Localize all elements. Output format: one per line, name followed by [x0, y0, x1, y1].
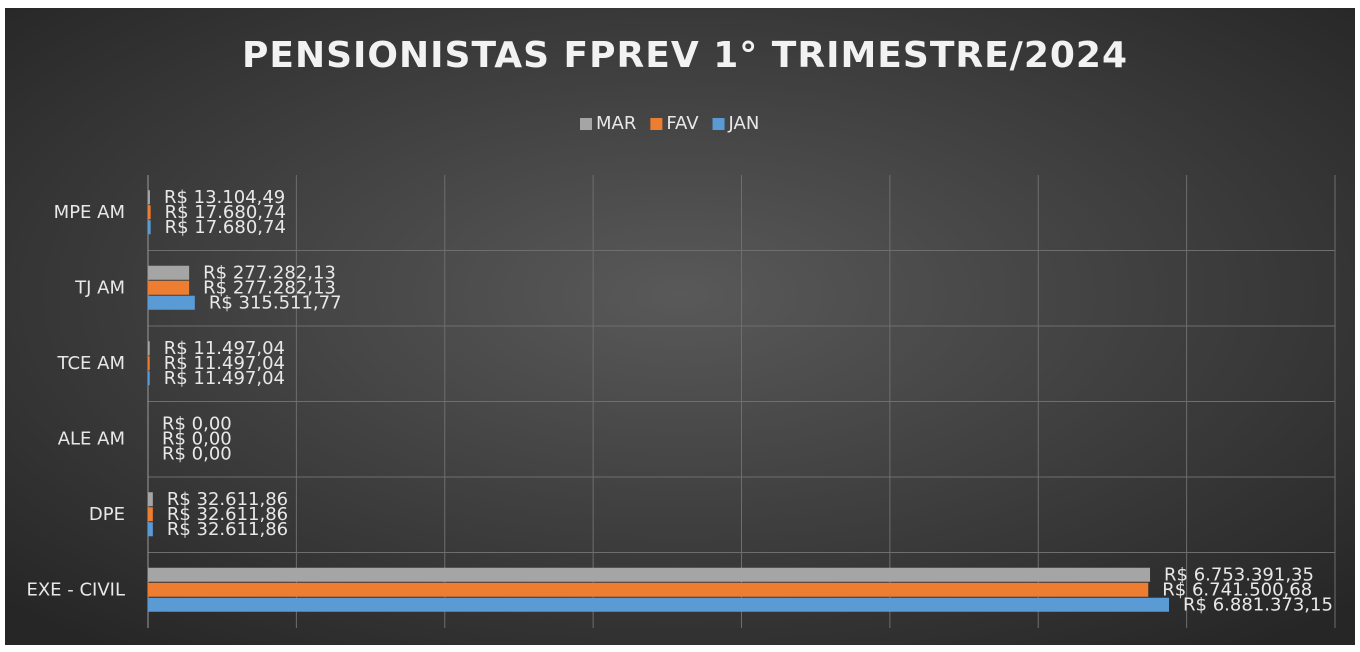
y-tick-label: DPE	[89, 504, 125, 525]
y-tick-label: MPE AM	[54, 202, 125, 223]
data-label: R$ 277.282,13	[203, 262, 336, 283]
legend-label: FAV	[666, 113, 699, 134]
data-label: R$ 17.680,74	[165, 217, 286, 238]
data-label: R$ 13.104,49	[164, 187, 285, 208]
bar	[148, 522, 153, 537]
bar	[148, 567, 1151, 582]
data-label: R$ 277.282,13	[203, 277, 336, 298]
bar	[148, 265, 190, 280]
legend-swatch	[712, 118, 725, 130]
data-label: R$ 17.680,74	[165, 202, 286, 223]
bar	[148, 220, 151, 235]
bar	[148, 280, 190, 295]
data-label: R$ 0,00	[162, 443, 232, 464]
data-label: R$ 6.753.391,35	[1164, 564, 1314, 585]
bar	[148, 597, 1170, 612]
bar	[148, 582, 1149, 597]
y-tick-label: TJ AM	[74, 277, 125, 298]
bar	[148, 492, 153, 507]
bar	[148, 190, 150, 205]
legend-label: MAR	[596, 113, 636, 134]
data-label: R$ 6.881.373,15	[1183, 594, 1333, 615]
y-tick-label: EXE - CIVIL	[26, 579, 125, 600]
data-label: R$ 32.611,86	[167, 489, 288, 510]
chart-title: PENSIONISTAS FPREV 1° TRIMESTRE/2024	[242, 35, 1128, 76]
data-label: R$ 0,00	[162, 413, 232, 434]
y-tick-label: ALE AM	[58, 428, 125, 449]
data-label: R$ 11.497,04	[164, 338, 285, 359]
data-label: R$ 32.611,86	[167, 519, 288, 540]
bar	[148, 507, 153, 522]
bar	[148, 356, 150, 371]
data-label: R$ 11.497,04	[164, 368, 285, 389]
bar	[148, 295, 195, 310]
legend-label: JAN	[728, 113, 760, 134]
data-label: R$ 6.741.500,68	[1162, 579, 1312, 600]
data-label: R$ 0,00	[162, 428, 232, 449]
data-label: R$ 11.497,04	[164, 353, 285, 374]
bar	[148, 205, 151, 220]
y-tick-label: TCE AM	[57, 353, 125, 374]
legend-swatch	[580, 118, 592, 130]
data-label: R$ 315.511,77	[209, 292, 342, 313]
data-label: R$ 32.611,86	[167, 504, 288, 525]
bar	[148, 341, 150, 356]
bar	[148, 371, 150, 386]
legend-swatch	[650, 118, 663, 130]
